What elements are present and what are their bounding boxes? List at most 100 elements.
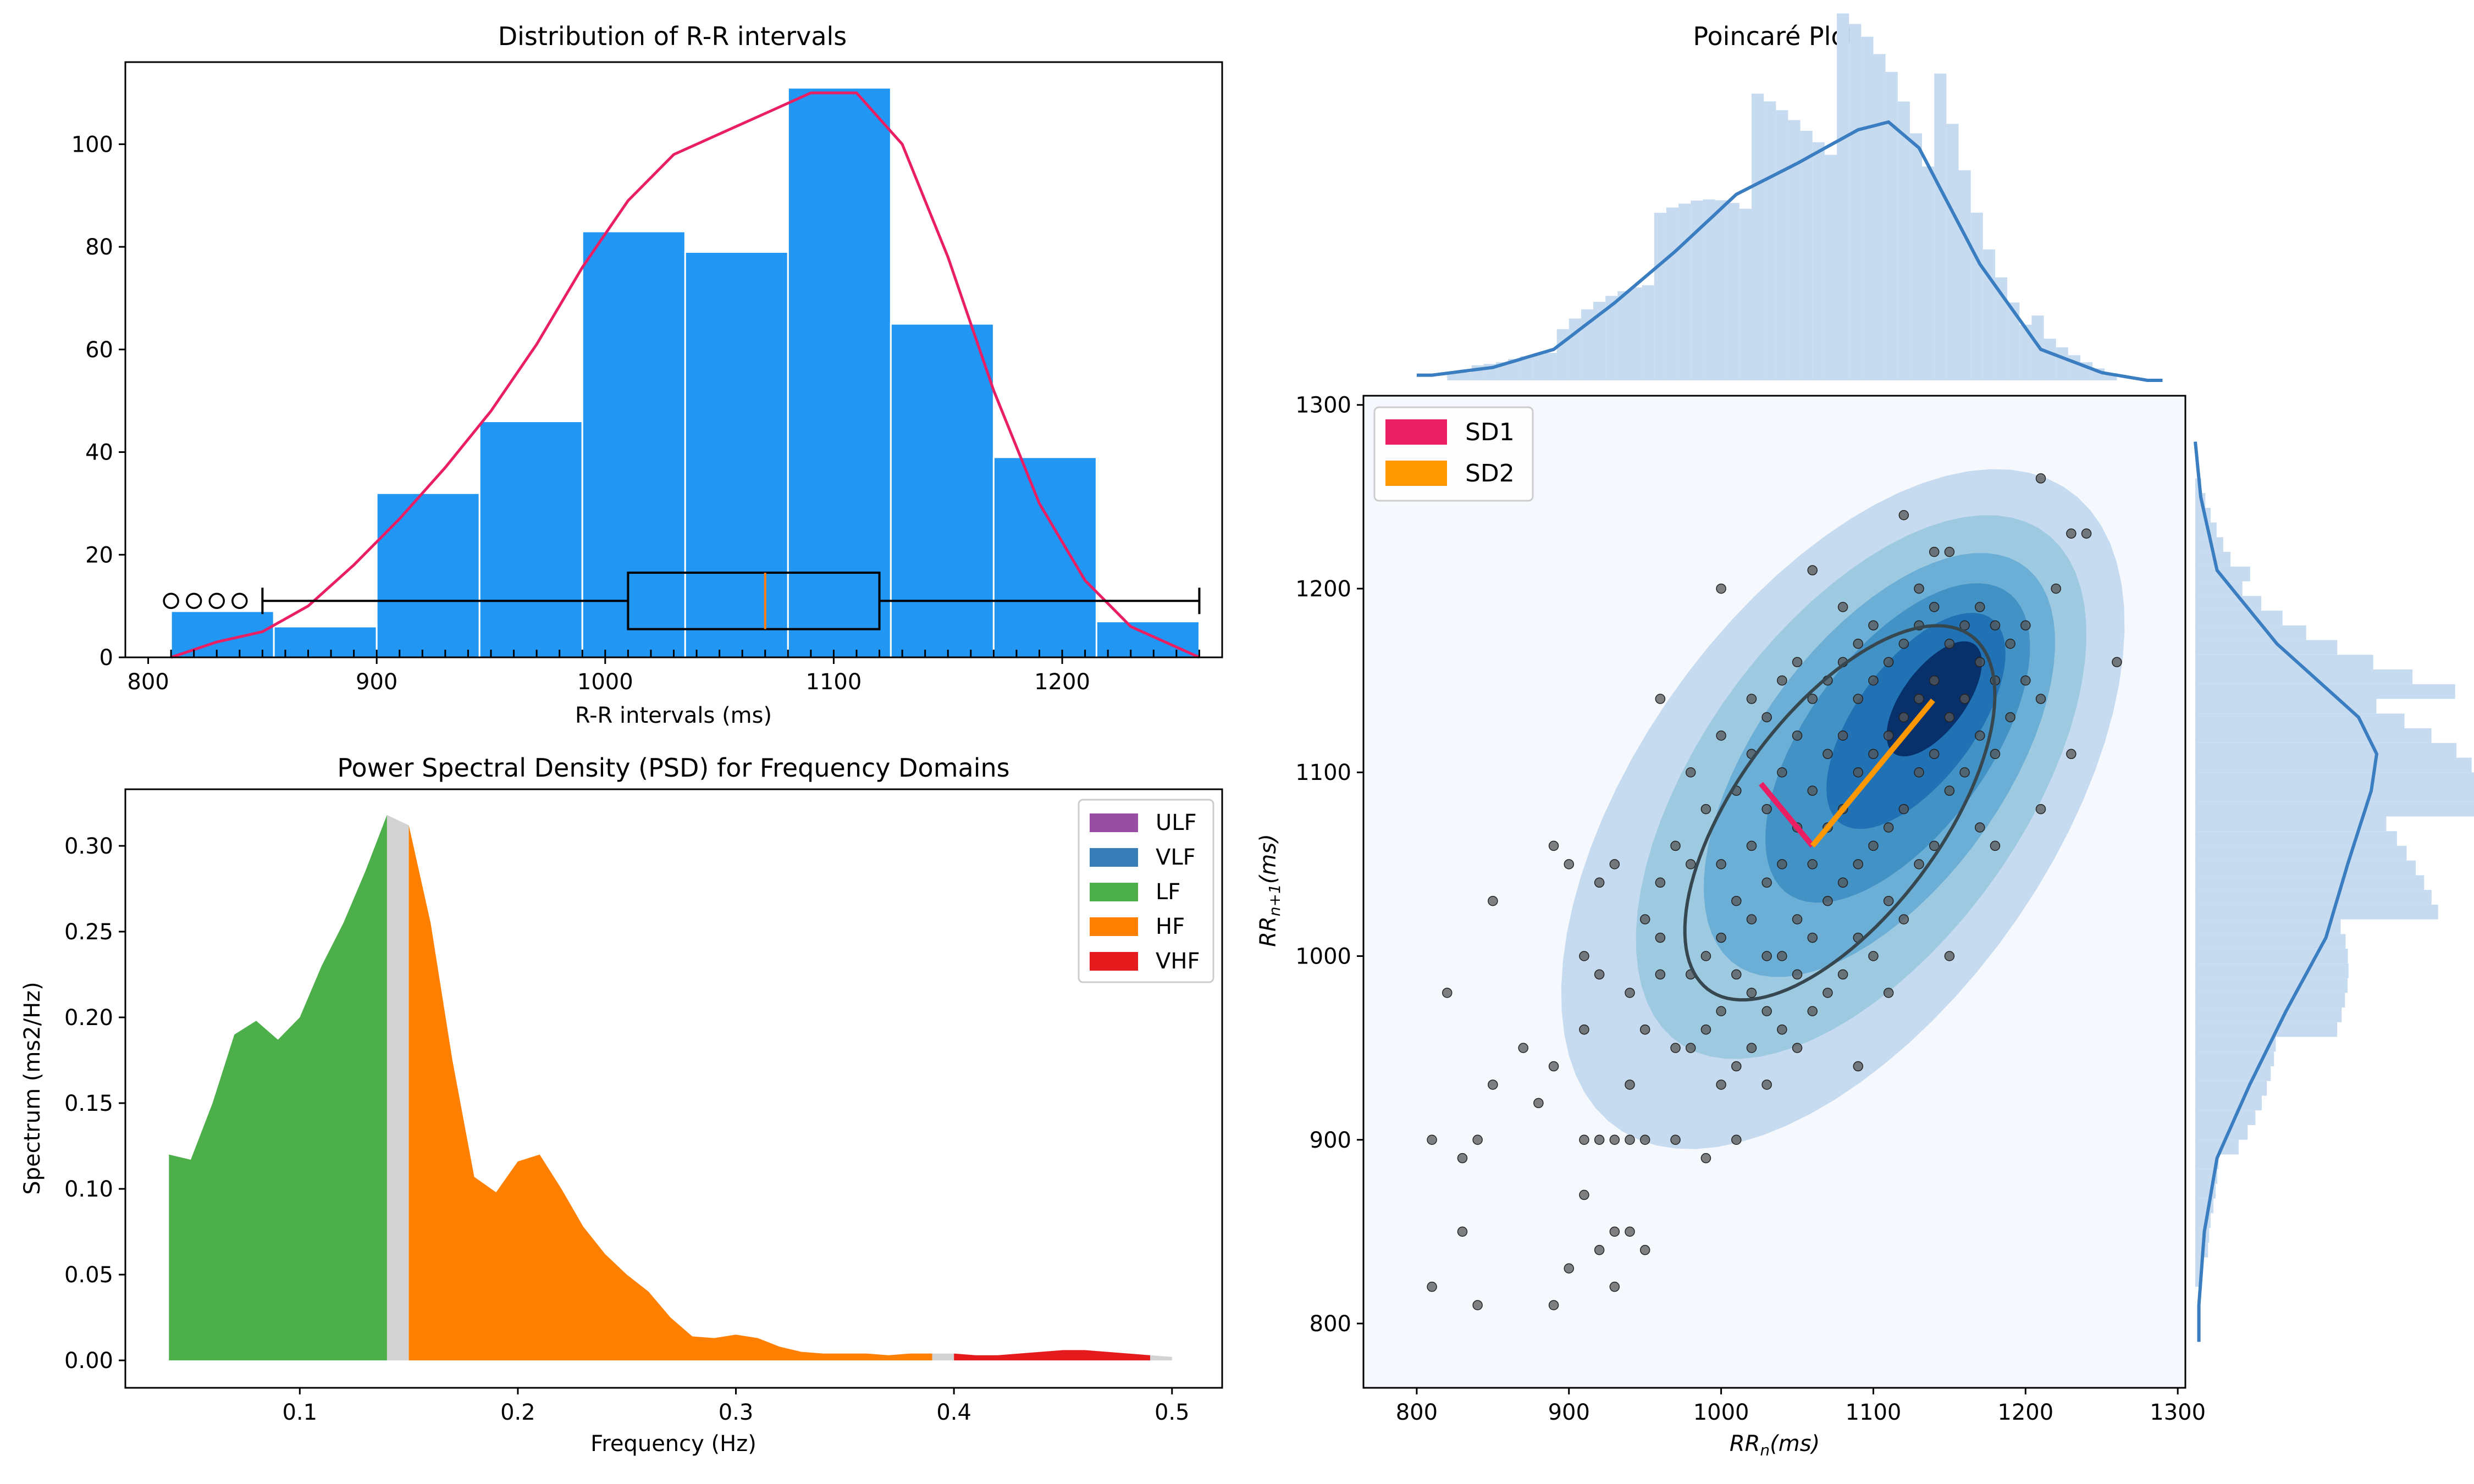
poincare-point bbox=[1837, 602, 1848, 612]
poincare-top-marginal-bar bbox=[1739, 208, 1752, 380]
poincare-point bbox=[1959, 694, 1970, 704]
poincare-point bbox=[1792, 914, 1803, 924]
poincare-right-marginal-bar bbox=[2195, 713, 2405, 729]
histogram-bar bbox=[1095, 621, 1200, 658]
poincare-point bbox=[1716, 730, 1726, 741]
poincare-point bbox=[1746, 840, 1757, 851]
poincare-point bbox=[1914, 859, 1924, 870]
histogram-bar bbox=[273, 625, 378, 658]
poincare-point bbox=[2020, 620, 2031, 631]
poincare-right-marginal-bar bbox=[2195, 1081, 2267, 1096]
psd-y-ticks: 0.00 0.05 0.10 0.15 0.20 0.25 0.30 bbox=[64, 834, 125, 1374]
psd-band-gap bbox=[1150, 1355, 1172, 1361]
poincare-top-marginal-bar bbox=[1946, 124, 1959, 380]
poincare-point bbox=[1990, 840, 2001, 851]
psd-legend-label: LF bbox=[1156, 879, 1180, 905]
poincare-top-marginal-bar bbox=[1922, 166, 1935, 380]
poincare-point bbox=[1472, 1134, 1483, 1145]
poincare-right-marginal-bar bbox=[2195, 596, 2261, 611]
histogram-x-tick-label: 1100 bbox=[806, 669, 862, 695]
poincare-point bbox=[1777, 859, 1787, 870]
poincare-point bbox=[1488, 895, 1498, 906]
psd-legend-swatch bbox=[1090, 813, 1138, 832]
poincare-point bbox=[1716, 932, 1726, 943]
poincare-point bbox=[1792, 657, 1803, 667]
poincare-point bbox=[1823, 988, 1833, 998]
poincare-legend-swatch bbox=[1385, 461, 1447, 486]
poincare-right-marginal-bar bbox=[2195, 655, 2373, 670]
poincare-point bbox=[1761, 1079, 1772, 1090]
poincare-point bbox=[1594, 877, 1605, 888]
poincare-x-tick-label: 1300 bbox=[2150, 1400, 2206, 1425]
poincare-right-marginal-bar bbox=[2195, 728, 2432, 743]
poincare-point bbox=[1731, 1134, 1742, 1145]
poincare-top-marginal-bar bbox=[1715, 200, 1727, 380]
poincare-point bbox=[1914, 694, 1924, 704]
histogram-bar bbox=[478, 420, 583, 658]
poincare-point bbox=[1944, 546, 1955, 557]
poincare-point bbox=[1837, 969, 1848, 980]
poincare-right-marginal-bar bbox=[2195, 611, 2283, 625]
poincare-point bbox=[2066, 528, 2077, 539]
psd-band-hf bbox=[408, 825, 932, 1361]
poincare-point bbox=[1898, 712, 1909, 723]
poincare-point bbox=[1731, 895, 1742, 906]
poincare-point bbox=[1442, 988, 1453, 998]
poincare-point bbox=[1731, 969, 1742, 980]
poincare-x-label-main: RR bbox=[1730, 1431, 1760, 1457]
poincare-sd1-line bbox=[1759, 782, 1815, 848]
poincare-point bbox=[1823, 749, 1833, 760]
psd-y-tick-label: 0.15 bbox=[64, 1091, 113, 1116]
poincare-point bbox=[1579, 951, 1589, 961]
histogram-y-ticks: 0 20 40 60 80 100 bbox=[71, 132, 125, 671]
poincare-top-marginal-bar bbox=[1508, 359, 1521, 380]
poincare-top-marginal-bar bbox=[1654, 213, 1666, 380]
poincare-right-marginal-bar bbox=[2195, 1139, 2239, 1155]
poincare-point bbox=[1944, 785, 1955, 796]
poincare-top-marginal-bar bbox=[1520, 356, 1533, 380]
poincare-point bbox=[1777, 767, 1787, 778]
poincare-point bbox=[1579, 1189, 1589, 1200]
histogram-x-tick-label: 1200 bbox=[1034, 669, 1090, 695]
poincare-right-marginal-bar bbox=[2195, 963, 2349, 978]
poincare-point bbox=[2081, 528, 2092, 539]
poincare-sd-ellipse bbox=[1683, 624, 1997, 1002]
poincare-point bbox=[1990, 749, 2001, 760]
poincare-top-marginal-bar bbox=[1678, 203, 1691, 380]
poincare-right-marginal bbox=[2194, 441, 2474, 1342]
poincare-top-marginal-bar bbox=[1958, 170, 1971, 380]
psd-legend: ULF VLF LF HF VHF bbox=[1078, 799, 1214, 983]
poincare-point bbox=[1761, 804, 1772, 815]
psd-frame bbox=[124, 788, 1223, 1389]
histogram-x-label: R-R intervals (ms) bbox=[575, 703, 772, 728]
poincare-point bbox=[1883, 822, 1894, 833]
psd-x-label: Frequency (Hz) bbox=[590, 1431, 756, 1457]
poincare-top-marginal-bar bbox=[1593, 302, 1606, 380]
psd-legend-box bbox=[1078, 799, 1214, 983]
poincare-point bbox=[1746, 694, 1757, 704]
psd-legend-label: ULF bbox=[1156, 810, 1197, 835]
poincare-point bbox=[1777, 1024, 1787, 1035]
poincare-point bbox=[1944, 712, 1955, 723]
poincare-legend-swatch bbox=[1385, 419, 1447, 445]
psd-band-vhf bbox=[954, 1350, 1151, 1361]
psd-band-gap bbox=[386, 815, 409, 1361]
poincare-point bbox=[1625, 988, 1635, 998]
poincare-point bbox=[1746, 1043, 1757, 1053]
poincare-point bbox=[1868, 840, 1879, 851]
poincare-point bbox=[1746, 988, 1757, 998]
psd-y-tick-label: 0.30 bbox=[64, 834, 113, 859]
poincare-point bbox=[1564, 859, 1574, 870]
poincare-right-marginal-bar bbox=[2195, 1272, 2201, 1287]
psd-y-tick-label: 0.05 bbox=[64, 1262, 113, 1288]
histogram-title: Distribution of R-R intervals bbox=[498, 21, 847, 51]
poincare-point bbox=[1929, 749, 1940, 760]
poincare-point bbox=[1975, 730, 1985, 741]
psd-legend-swatch bbox=[1090, 883, 1138, 901]
poincare-x-label: RRn(ms) bbox=[1730, 1431, 1820, 1459]
poincare-point bbox=[1655, 969, 1666, 980]
psd-legend-swatch bbox=[1090, 848, 1138, 867]
poincare-point bbox=[1625, 1226, 1635, 1237]
poincare-top-marginal-bar bbox=[1849, 24, 1862, 380]
